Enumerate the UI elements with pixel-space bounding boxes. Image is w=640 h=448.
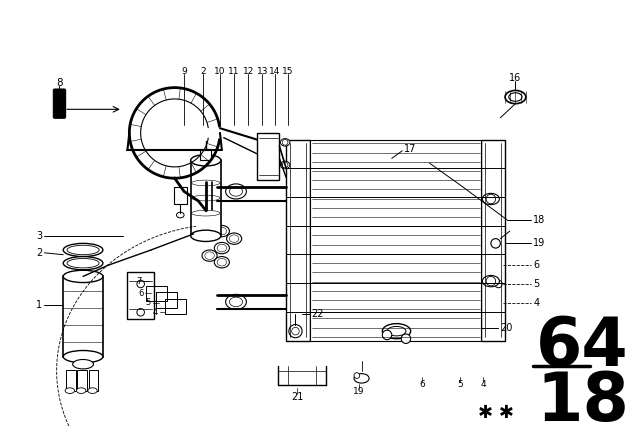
Ellipse shape <box>226 184 246 199</box>
Bar <box>191 160 221 236</box>
Ellipse shape <box>177 212 184 218</box>
Bar <box>77 370 87 391</box>
Text: 9: 9 <box>181 67 187 76</box>
Text: 16: 16 <box>509 73 522 83</box>
Bar <box>66 370 76 391</box>
Ellipse shape <box>63 243 103 257</box>
Bar <box>173 187 187 204</box>
Circle shape <box>282 139 288 145</box>
Ellipse shape <box>214 257 229 268</box>
Ellipse shape <box>205 252 214 259</box>
Circle shape <box>282 162 288 168</box>
Circle shape <box>137 309 145 316</box>
FancyBboxPatch shape <box>53 89 66 118</box>
Text: 6: 6 <box>533 260 540 270</box>
Text: 5: 5 <box>146 298 151 307</box>
Circle shape <box>289 324 302 338</box>
Text: 20: 20 <box>500 323 513 333</box>
Ellipse shape <box>229 297 243 306</box>
Ellipse shape <box>226 294 246 310</box>
Ellipse shape <box>280 138 290 146</box>
Ellipse shape <box>67 258 99 268</box>
Text: 5: 5 <box>457 380 463 389</box>
Circle shape <box>354 373 360 379</box>
Text: 11: 11 <box>228 67 240 76</box>
Ellipse shape <box>203 221 212 228</box>
Ellipse shape <box>76 388 86 393</box>
Bar <box>127 271 154 319</box>
Text: 21: 21 <box>291 392 303 402</box>
Ellipse shape <box>202 250 217 261</box>
Bar <box>63 276 103 357</box>
Text: 8: 8 <box>56 78 63 88</box>
Ellipse shape <box>63 270 103 283</box>
Bar <box>165 299 186 314</box>
Ellipse shape <box>214 242 229 254</box>
Ellipse shape <box>200 219 215 230</box>
Text: 19: 19 <box>533 238 546 248</box>
Ellipse shape <box>217 227 227 235</box>
Text: 4: 4 <box>533 298 540 308</box>
Ellipse shape <box>483 276 499 287</box>
Circle shape <box>137 280 145 288</box>
Text: 6: 6 <box>138 289 143 298</box>
Ellipse shape <box>65 388 75 393</box>
Ellipse shape <box>229 187 243 196</box>
Bar <box>156 293 177 308</box>
Ellipse shape <box>67 245 99 255</box>
Bar <box>147 286 167 301</box>
Circle shape <box>292 327 300 335</box>
Text: 2: 2 <box>200 67 206 76</box>
Ellipse shape <box>63 350 103 363</box>
Text: 4: 4 <box>152 308 157 317</box>
Text: 13: 13 <box>257 67 268 76</box>
Text: 22: 22 <box>312 309 324 319</box>
Ellipse shape <box>483 194 499 205</box>
Ellipse shape <box>191 230 221 241</box>
Circle shape <box>486 194 495 204</box>
Circle shape <box>401 334 411 344</box>
Text: ✱ ✱: ✱ ✱ <box>477 404 514 422</box>
Bar <box>89 370 98 391</box>
Text: 18: 18 <box>533 215 546 225</box>
Text: 5: 5 <box>533 279 540 289</box>
Ellipse shape <box>280 161 290 169</box>
Circle shape <box>495 280 502 288</box>
Text: 4: 4 <box>481 380 486 389</box>
Text: 17: 17 <box>404 144 417 154</box>
Text: 10: 10 <box>214 67 226 76</box>
Ellipse shape <box>227 233 242 244</box>
Ellipse shape <box>382 323 411 339</box>
Text: 19: 19 <box>353 387 364 396</box>
Circle shape <box>491 239 500 248</box>
Text: 18: 18 <box>536 369 629 435</box>
Text: 1: 1 <box>36 300 42 310</box>
Text: 3: 3 <box>36 231 42 241</box>
Ellipse shape <box>191 155 221 166</box>
Ellipse shape <box>63 257 103 270</box>
Ellipse shape <box>387 327 406 336</box>
Text: 64: 64 <box>536 314 629 380</box>
Bar <box>200 149 211 160</box>
Ellipse shape <box>505 90 526 103</box>
Ellipse shape <box>73 359 93 369</box>
Bar <box>310 139 481 340</box>
Bar <box>257 133 280 180</box>
Bar <box>481 139 505 340</box>
Text: 15: 15 <box>282 67 294 76</box>
Ellipse shape <box>217 258 227 266</box>
Text: 6: 6 <box>419 380 425 389</box>
Ellipse shape <box>88 388 97 393</box>
Bar <box>286 139 310 340</box>
Ellipse shape <box>354 374 369 383</box>
Text: 14: 14 <box>269 67 280 76</box>
Circle shape <box>382 330 392 340</box>
Ellipse shape <box>214 225 229 237</box>
Ellipse shape <box>217 244 227 252</box>
Text: 12: 12 <box>243 67 254 76</box>
Text: 7: 7 <box>136 276 141 286</box>
Ellipse shape <box>229 235 239 242</box>
Circle shape <box>486 276 495 286</box>
Text: 2: 2 <box>36 248 42 258</box>
